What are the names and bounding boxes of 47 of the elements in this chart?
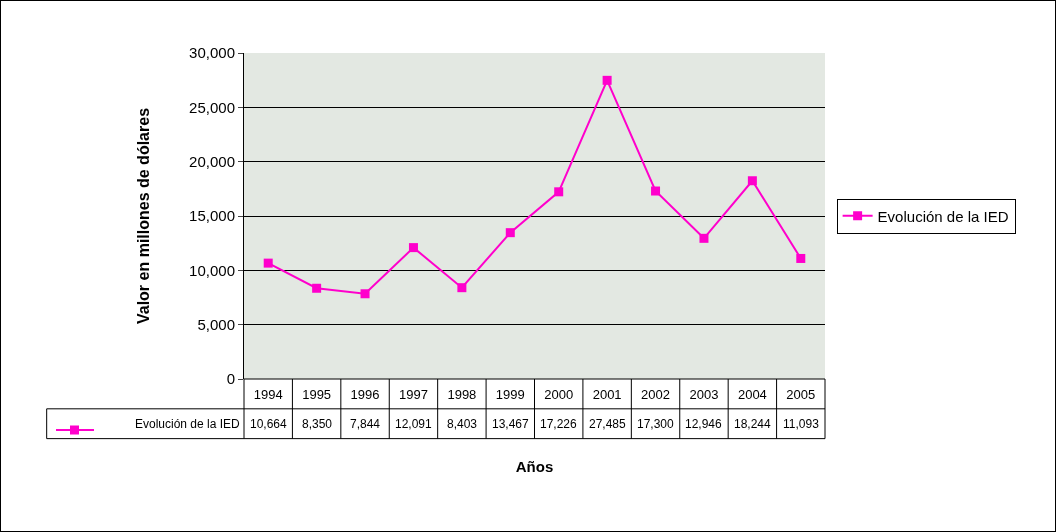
y-tick-label: 15,000 bbox=[189, 207, 235, 225]
x-tick-label: 1997 bbox=[399, 387, 428, 402]
point bbox=[457, 283, 467, 293]
x-tick-label: 2001 bbox=[592, 387, 622, 402]
y-tick-label: 25,000 bbox=[189, 98, 235, 116]
point bbox=[699, 233, 709, 243]
x-tick-label: 1994 bbox=[253, 387, 283, 402]
y-tick-label: 0 bbox=[226, 370, 235, 388]
y-axis-title: Valor en millones de dólares bbox=[135, 107, 153, 325]
text: Evolución de la IED bbox=[135, 417, 240, 431]
data-label: 13,467 bbox=[492, 417, 530, 431]
data-label: 11,093 bbox=[783, 417, 820, 431]
x-tick-label: 2002 bbox=[641, 387, 670, 402]
legend-label: Evolución de la IED bbox=[877, 207, 1009, 225]
data-label: 17,226 bbox=[540, 417, 578, 431]
y-tick-label: 10,000 bbox=[189, 261, 235, 279]
x-tick-label: 2004 bbox=[737, 387, 767, 402]
data-label: 10,664 bbox=[250, 417, 288, 431]
data-label: 8,350 bbox=[302, 417, 333, 431]
point bbox=[796, 253, 806, 263]
point bbox=[408, 243, 418, 253]
data-label: 18,244 bbox=[734, 417, 772, 431]
point bbox=[651, 186, 661, 196]
data-label: 8,403 bbox=[447, 417, 478, 431]
x-axis-title: Años bbox=[515, 458, 554, 475]
point bbox=[312, 283, 322, 293]
point bbox=[360, 289, 370, 299]
y-tick-label: 5,000 bbox=[197, 315, 235, 333]
point bbox=[602, 75, 612, 85]
data-label: 7,844 bbox=[350, 417, 381, 431]
x-tick-label: 2003 bbox=[689, 387, 719, 402]
x-tick-label: 1996 bbox=[350, 387, 380, 402]
x-tick-label: 1995 bbox=[302, 387, 332, 402]
point bbox=[505, 228, 515, 238]
x-tick-label: 1999 bbox=[495, 387, 525, 402]
data-label: 17,300 bbox=[637, 417, 675, 431]
y-tick-label: 30,000 bbox=[189, 44, 235, 62]
x-tick-label: 2005 bbox=[786, 387, 816, 402]
point bbox=[263, 258, 273, 268]
x-tick-label: 1998 bbox=[447, 387, 477, 402]
x-tick-label: 2000 bbox=[544, 387, 574, 402]
y-tick-label: 20,000 bbox=[189, 152, 235, 170]
point bbox=[554, 187, 564, 197]
data-label: 12,091 bbox=[395, 417, 433, 431]
point bbox=[747, 176, 757, 186]
data-label: 27,485 bbox=[589, 417, 627, 431]
data-label: 12,946 bbox=[685, 417, 723, 431]
